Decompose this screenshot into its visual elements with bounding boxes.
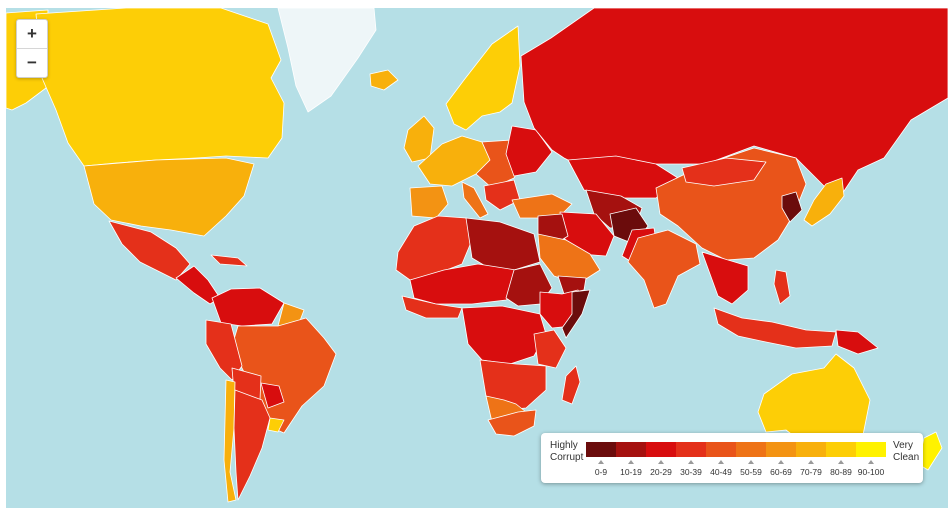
legend-low-label: Highly Corrupt — [550, 440, 583, 464]
legend-tick — [676, 460, 706, 464]
korea[interactable] — [781, 191, 803, 223]
canada[interactable] — [35, 8, 285, 167]
legend-swatch — [706, 442, 736, 457]
iceland[interactable] — [369, 69, 399, 91]
legend-tick — [586, 460, 616, 464]
japan[interactable] — [803, 177, 845, 227]
philippines[interactable] — [773, 269, 791, 305]
legend-tick — [646, 460, 676, 464]
legend-swatch — [796, 442, 826, 457]
zoom-control: + − — [16, 19, 48, 78]
indonesia[interactable] — [713, 307, 837, 349]
legend-swatch — [676, 442, 706, 457]
legend-tick — [796, 460, 826, 464]
uruguay[interactable] — [267, 417, 285, 433]
legend-bin-label: 50-59 — [740, 467, 762, 477]
legend-color-bar — [586, 442, 886, 457]
legend-ticks — [586, 460, 886, 464]
ecuador-peru[interactable] — [205, 319, 243, 381]
legend-bin-label: 10-19 — [620, 467, 642, 477]
legend-swatch — [586, 442, 616, 457]
legend: Highly Corrupt 0-9 10-19 20-29 30-39 40-49 50… — [541, 433, 923, 483]
legend-bin-label: 90-100 — [857, 467, 885, 477]
mongolia[interactable] — [681, 157, 767, 187]
argentina[interactable] — [233, 389, 271, 501]
norway-sweden-finland[interactable] — [445, 25, 521, 131]
somalia[interactable] — [561, 289, 591, 339]
legend-tick — [856, 460, 886, 464]
world-map[interactable] — [6, 8, 948, 508]
greenland[interactable] — [277, 8, 377, 113]
legend-swatch — [766, 442, 796, 457]
yemen[interactable] — [557, 275, 587, 295]
west-africa-coast[interactable] — [401, 295, 463, 319]
legend-bin-label: 70-79 — [800, 467, 822, 477]
legend-tick — [736, 460, 766, 464]
libya-egypt[interactable] — [465, 217, 541, 271]
legend-bin-label: 30-39 — [680, 467, 702, 477]
zoom-out-button[interactable]: − — [17, 48, 47, 77]
legend-low-label-line2: Corrupt — [550, 452, 584, 463]
madagascar[interactable] — [561, 365, 581, 405]
legend-high-label-line1: Very — [893, 440, 914, 451]
india[interactable] — [627, 229, 701, 309]
iberia[interactable] — [409, 185, 449, 219]
legend-bin-label: 20-29 — [650, 467, 672, 477]
legend-swatch — [826, 442, 856, 457]
turkey[interactable] — [511, 193, 573, 219]
saudi-arabia[interactable] — [537, 233, 601, 285]
legend-swatch — [736, 442, 766, 457]
italy[interactable] — [461, 181, 489, 219]
balkans[interactable] — [483, 179, 521, 211]
legend-bin-label: 60-69 — [770, 467, 792, 477]
zoom-in-button[interactable]: + — [27, 24, 37, 43]
cuba[interactable] — [210, 254, 248, 267]
brazil[interactable] — [231, 317, 337, 434]
map-frame[interactable] — [6, 8, 948, 508]
papua-new-guinea[interactable] — [835, 329, 879, 355]
legend-tick — [826, 460, 856, 464]
legend-bin-label: 80-89 — [830, 467, 852, 477]
north-africa-west[interactable] — [395, 215, 473, 281]
legend-tick — [706, 460, 736, 464]
legend-bin-labels: 0-9 10-19 20-29 30-39 40-49 50-59 60-69 70-79 80… — [586, 467, 886, 477]
legend-bin-label: 40-49 — [710, 467, 732, 477]
south-africa[interactable] — [487, 409, 537, 437]
legend-tick — [616, 460, 646, 464]
legend-high-label: Very Clean — [893, 440, 919, 464]
legend-swatch — [646, 442, 676, 457]
legend-bin-label: 0-9 — [594, 467, 608, 477]
mexico[interactable] — [108, 220, 191, 281]
united-states[interactable] — [83, 157, 255, 237]
central-africa[interactable] — [461, 305, 547, 365]
legend-swatch — [856, 442, 886, 457]
legend-high-label-line2: Clean — [893, 452, 920, 463]
legend-swatch — [616, 442, 646, 457]
legend-low-label-line1: Highly — [550, 440, 578, 451]
paraguay[interactable] — [260, 382, 285, 409]
legend-tick — [766, 460, 796, 464]
east-africa[interactable] — [533, 329, 567, 369]
indochina[interactable] — [701, 251, 749, 305]
